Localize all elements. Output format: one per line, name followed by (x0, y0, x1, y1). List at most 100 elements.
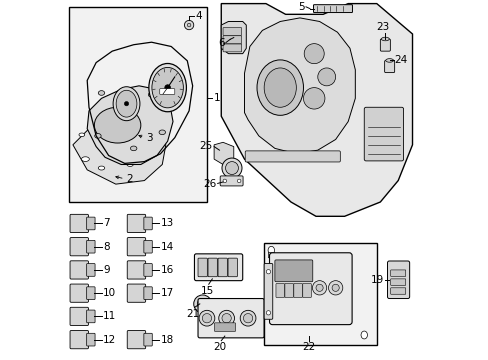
Text: 26: 26 (203, 179, 216, 189)
FancyBboxPatch shape (70, 214, 88, 233)
Circle shape (218, 310, 234, 326)
Circle shape (187, 23, 190, 27)
Polygon shape (244, 18, 355, 154)
Bar (69, 7, 206, 202)
Circle shape (184, 21, 193, 30)
Text: 20: 20 (213, 342, 226, 352)
Circle shape (303, 87, 324, 109)
Polygon shape (73, 120, 165, 184)
Ellipse shape (130, 146, 137, 151)
FancyBboxPatch shape (70, 307, 88, 325)
Circle shape (243, 314, 252, 323)
FancyBboxPatch shape (86, 310, 95, 323)
Text: 23: 23 (376, 22, 389, 32)
Ellipse shape (116, 90, 137, 117)
Text: 2: 2 (125, 175, 132, 184)
Circle shape (304, 44, 324, 64)
FancyBboxPatch shape (207, 258, 217, 277)
Text: 13: 13 (160, 219, 173, 229)
Circle shape (266, 311, 270, 315)
FancyBboxPatch shape (269, 253, 351, 325)
FancyBboxPatch shape (143, 240, 152, 253)
Circle shape (237, 179, 241, 183)
FancyBboxPatch shape (127, 261, 145, 279)
FancyBboxPatch shape (160, 89, 174, 94)
FancyBboxPatch shape (70, 261, 88, 279)
Circle shape (317, 68, 335, 86)
FancyBboxPatch shape (127, 284, 145, 302)
FancyBboxPatch shape (223, 44, 241, 52)
Ellipse shape (148, 93, 155, 97)
Ellipse shape (126, 162, 133, 166)
Circle shape (225, 162, 238, 175)
Text: 4: 4 (195, 11, 202, 21)
FancyBboxPatch shape (143, 333, 152, 346)
FancyBboxPatch shape (302, 284, 311, 297)
Circle shape (222, 158, 242, 178)
FancyBboxPatch shape (214, 323, 235, 332)
Circle shape (222, 314, 231, 323)
Polygon shape (87, 86, 173, 165)
Text: 11: 11 (103, 311, 116, 321)
FancyBboxPatch shape (86, 333, 95, 346)
Ellipse shape (385, 59, 393, 62)
Circle shape (266, 270, 270, 274)
FancyBboxPatch shape (194, 254, 242, 281)
Circle shape (164, 85, 170, 90)
Text: 5: 5 (297, 2, 304, 12)
Circle shape (331, 284, 339, 291)
FancyBboxPatch shape (127, 330, 145, 349)
Text: 12: 12 (103, 335, 116, 345)
Text: 19: 19 (370, 275, 383, 285)
FancyBboxPatch shape (198, 298, 264, 338)
Ellipse shape (81, 157, 89, 161)
Ellipse shape (159, 130, 165, 135)
FancyBboxPatch shape (313, 5, 352, 13)
FancyBboxPatch shape (143, 217, 152, 230)
FancyBboxPatch shape (86, 217, 95, 230)
FancyBboxPatch shape (86, 240, 95, 253)
Text: 6: 6 (218, 38, 224, 48)
Circle shape (312, 281, 326, 295)
Text: 21: 21 (186, 309, 199, 319)
Ellipse shape (152, 67, 183, 108)
Text: 7: 7 (103, 219, 110, 229)
Circle shape (202, 314, 211, 323)
FancyBboxPatch shape (70, 238, 88, 256)
Ellipse shape (113, 87, 140, 121)
FancyBboxPatch shape (384, 60, 394, 73)
Text: 1: 1 (213, 93, 220, 103)
Circle shape (240, 310, 255, 326)
FancyBboxPatch shape (293, 284, 302, 297)
Ellipse shape (94, 107, 141, 143)
FancyBboxPatch shape (390, 288, 405, 294)
Text: 9: 9 (103, 265, 110, 275)
Circle shape (124, 102, 128, 106)
Text: 16: 16 (160, 265, 173, 275)
FancyBboxPatch shape (218, 258, 227, 277)
Text: 22: 22 (302, 342, 315, 352)
FancyBboxPatch shape (127, 238, 145, 256)
FancyBboxPatch shape (380, 39, 389, 51)
FancyBboxPatch shape (390, 279, 405, 285)
Circle shape (223, 179, 226, 183)
Circle shape (193, 295, 211, 313)
FancyBboxPatch shape (364, 107, 403, 161)
Ellipse shape (381, 37, 388, 41)
FancyBboxPatch shape (268, 252, 274, 258)
Text: 10: 10 (103, 288, 116, 298)
FancyBboxPatch shape (390, 270, 405, 276)
Ellipse shape (112, 125, 119, 129)
Text: 24: 24 (394, 55, 407, 66)
Polygon shape (214, 142, 233, 165)
FancyBboxPatch shape (127, 214, 145, 233)
Text: 25: 25 (199, 140, 212, 150)
Circle shape (199, 310, 214, 326)
FancyBboxPatch shape (244, 151, 340, 162)
Text: 8: 8 (103, 242, 110, 252)
Ellipse shape (360, 331, 366, 339)
FancyBboxPatch shape (227, 258, 237, 277)
Ellipse shape (98, 91, 104, 95)
Ellipse shape (257, 60, 303, 115)
Ellipse shape (264, 68, 296, 107)
